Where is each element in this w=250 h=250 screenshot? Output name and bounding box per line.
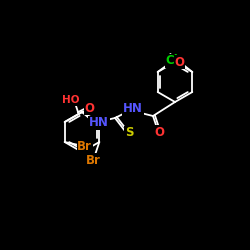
Text: HO: HO [62,95,80,105]
Text: Cl: Cl [165,54,178,68]
Text: O: O [174,56,184,68]
Text: S: S [125,126,133,140]
Text: HN: HN [123,102,143,116]
Text: HN: HN [89,116,109,130]
Text: O: O [154,126,164,138]
Text: O: O [85,102,95,114]
Text: Br: Br [77,140,92,153]
Text: Br: Br [86,154,101,166]
